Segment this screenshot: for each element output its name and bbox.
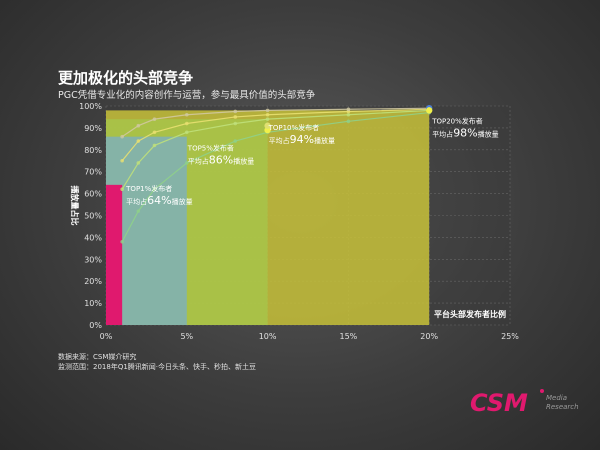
curve-point <box>185 121 189 126</box>
curve-point <box>136 139 141 143</box>
curve-point <box>120 187 124 192</box>
curve-point <box>120 158 124 163</box>
y-tick-label: 10% <box>84 299 102 308</box>
csm-logo: CSM Media Research <box>470 389 579 417</box>
annotation-value: 平均占98%播放量 <box>432 126 498 139</box>
monitor-scope: 监测范围：2018年Q1腾讯新闻·今日头条、快手、秒拍、新土豆 <box>58 363 257 371</box>
curve-point <box>136 209 141 213</box>
annotation-value: 平均占94%播放量 <box>269 133 335 146</box>
curve-point <box>346 119 351 124</box>
curve-line <box>121 108 430 162</box>
curve-point <box>120 134 124 139</box>
curve-point <box>152 130 157 135</box>
svg-text:Research: Research <box>546 403 579 411</box>
highlight-marker <box>426 107 433 114</box>
curve-point <box>152 117 157 121</box>
curve-line <box>121 107 430 138</box>
y-tick-label: 60% <box>84 190 102 199</box>
y-axis-label: 播放量占比 <box>70 186 80 226</box>
x-tick-label: 10% <box>259 332 277 341</box>
y-tick-label: 40% <box>84 233 102 242</box>
plot-area: 0% 10% 20% 30% 40% 50% 60% 70% 80% 90% 100% 0% 5% 10%… <box>70 102 519 341</box>
highlight-marker <box>264 122 271 129</box>
curve-point <box>265 117 270 121</box>
curve-point <box>233 115 238 119</box>
curve-point <box>185 112 189 117</box>
curve-point <box>346 107 351 112</box>
curve-point <box>152 143 157 148</box>
block-top1pct <box>106 184 123 325</box>
svg-text:CSM: CSM <box>470 389 528 417</box>
curve-point <box>233 139 238 143</box>
x-tick-label: 20% <box>420 332 438 341</box>
annotation-title: TOP10%发布者 <box>268 123 320 132</box>
annotation-title: TOP1%发布者 <box>125 184 172 193</box>
curve-point <box>233 109 238 114</box>
y-tick-label: 90% <box>84 124 102 133</box>
page-subtitle: PGC凭借专业化的内容创作与运营，参与最具价值的头部竞争 <box>58 90 316 101</box>
y-tick-label: 0% <box>89 321 102 330</box>
curve-point <box>136 123 141 128</box>
svg-text:Media: Media <box>546 394 567 402</box>
y-tick-label: 30% <box>84 255 102 264</box>
curve-point <box>185 161 189 165</box>
curve-point <box>265 108 270 113</box>
y-tick-label: 20% <box>84 277 102 286</box>
curve-point <box>185 130 189 135</box>
annotation-title: TOP20%发布者 <box>431 116 483 125</box>
page-title: 更加极化的头部竞争 <box>58 69 194 87</box>
annotation-value: 平均占86%播放量 <box>188 154 254 167</box>
y-tick-label: 50% <box>84 212 102 221</box>
curve-line <box>121 109 430 190</box>
highlight-marker <box>264 126 271 134</box>
annotation-title: TOP5%发布者 <box>187 144 234 153</box>
y-tick-label: 80% <box>84 146 102 155</box>
x-tick-label: 25% <box>501 332 519 341</box>
curve-point <box>346 112 351 117</box>
x-tick-label: 5% <box>180 332 193 341</box>
y-tick-label: 70% <box>84 168 102 177</box>
x-tick-label: 0% <box>100 332 113 341</box>
curve-point <box>265 112 270 117</box>
x-tick-label: 15% <box>340 332 358 341</box>
data-source: 数据来源：CSM媒介研究 <box>58 353 137 361</box>
curve-point <box>136 161 141 165</box>
x-axis-label: 平台头部发布者比例 <box>434 309 506 319</box>
y-tick-label: 100% <box>79 102 102 111</box>
curve-point <box>152 187 157 192</box>
curve-line <box>121 111 430 243</box>
curve-point <box>120 239 124 244</box>
annotation-value: 平均占64%播放量 <box>126 194 192 207</box>
curve-point <box>233 121 238 126</box>
